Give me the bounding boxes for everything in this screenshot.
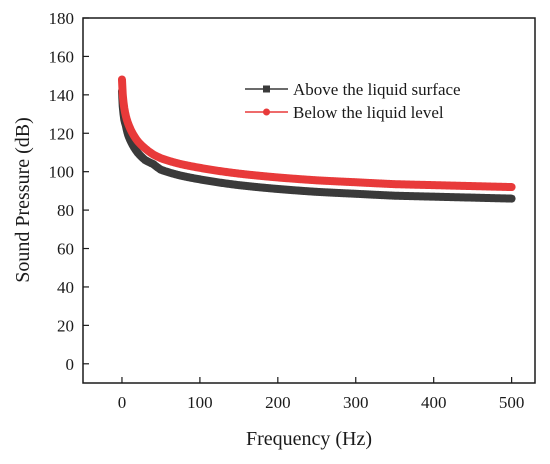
data-point: [508, 195, 515, 202]
data-point: [352, 179, 359, 186]
data-point: [352, 190, 359, 197]
plot-area-frame: [82, 17, 536, 384]
y-tick-label: 0: [66, 355, 75, 374]
y-tick-label: 20: [57, 316, 74, 335]
y-tick-label: 160: [49, 47, 75, 66]
data-point: [235, 170, 243, 177]
data-point: [149, 151, 157, 158]
data-point: [430, 181, 437, 189]
x-tick-label: 300: [343, 393, 369, 412]
series-2: [117, 75, 516, 192]
data-point: [391, 180, 398, 188]
data-point: [118, 76, 126, 83]
y-axis-title: Sound Pressure (dB): [12, 117, 34, 283]
y-tick-label: 60: [57, 240, 74, 259]
data-point: [130, 143, 137, 150]
legend-label: Below the liquid level: [293, 103, 444, 122]
data-point: [126, 124, 133, 131]
data-point: [196, 176, 203, 183]
legend-marker: [263, 108, 270, 116]
legend: Above the liquid surface Below the liquid…: [245, 80, 461, 122]
data-point: [120, 99, 127, 106]
data-point: [119, 91, 126, 99]
data-point: [157, 166, 164, 173]
data-point: [130, 131, 137, 139]
data-point: [235, 182, 242, 189]
data-point: [469, 194, 476, 201]
x-tick-label: 500: [499, 393, 525, 412]
data-point: [196, 164, 204, 172]
y-tick-label: 80: [57, 201, 74, 220]
y-tick-label: 180: [49, 9, 75, 28]
data-point: [274, 185, 281, 192]
data-point: [122, 112, 130, 120]
data-point: [134, 149, 141, 156]
data-point: [177, 172, 184, 179]
data-point: [142, 157, 149, 164]
x-tick-label: 400: [421, 393, 447, 412]
data-point: [142, 145, 149, 152]
legend-label: Above the liquid surface: [293, 80, 461, 99]
y-tick-label: 140: [49, 86, 75, 105]
data-point: [177, 160, 184, 168]
x-tick-label: 200: [265, 393, 291, 412]
data-point: [150, 161, 157, 167]
data-point: [121, 105, 128, 112]
series-1: [117, 87, 516, 203]
data-point: [125, 132, 132, 139]
series-layer: [117, 75, 516, 203]
axis-ticks: 0 100 200 300 400 500 0 20 40 60 80 100 120 140 160 180: [49, 9, 525, 412]
data-point: [430, 193, 437, 200]
y-tick-label: 100: [49, 163, 75, 182]
x-axis-title: Frequency (Hz): [246, 428, 372, 450]
y-tick-label: 120: [49, 124, 75, 143]
x-tick-label: 100: [187, 393, 213, 412]
data-point: [313, 177, 320, 184]
x-tick-label: 0: [118, 393, 127, 412]
y-tick-label: 40: [57, 278, 74, 297]
data-point: [313, 188, 320, 195]
data-point: [469, 182, 476, 190]
data-point: [126, 136, 133, 143]
data-point: [391, 192, 398, 199]
data-point: [134, 137, 141, 145]
legend-marker: [263, 85, 270, 93]
data-point: [157, 155, 165, 162]
data-point: [274, 174, 282, 181]
data-point: [508, 183, 515, 191]
